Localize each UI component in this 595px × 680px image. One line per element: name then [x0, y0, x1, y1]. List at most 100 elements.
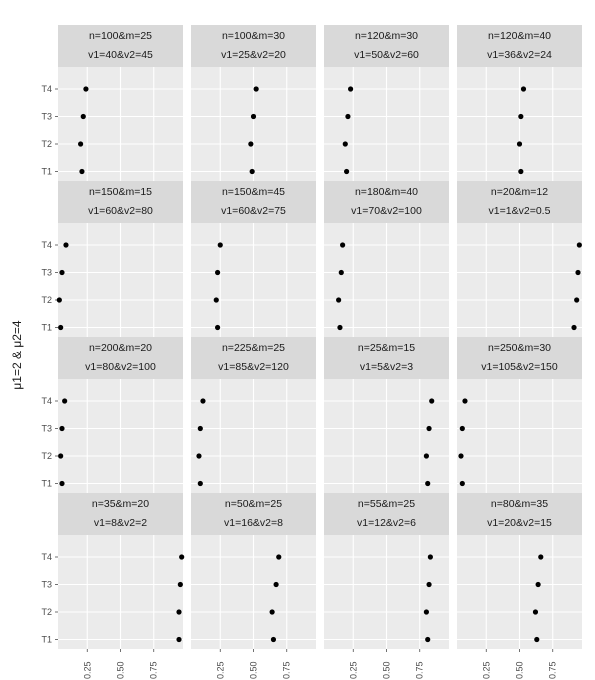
x-tick-label: 0.25 [348, 661, 358, 679]
y-tick-label: T1 [41, 323, 52, 333]
data-point [458, 453, 464, 459]
facet-strip-label: n=35&m=20 [92, 498, 149, 510]
facet-strip [58, 181, 183, 223]
data-point [576, 242, 582, 248]
data-point [426, 425, 432, 432]
facet-strip-label: v1=40&v2=45 [88, 49, 153, 61]
data-point [347, 86, 354, 92]
facet-strip-label: v1=12&v2=6 [357, 517, 416, 529]
y-tick-label: T2 [41, 451, 52, 461]
x-tick-label: 0.25 [215, 661, 225, 679]
y-tick-label: T2 [41, 295, 52, 305]
y-tick-label: T1 [41, 167, 52, 177]
facet-strip-label: n=225&m=25 [222, 342, 285, 354]
data-point [58, 324, 64, 331]
facet-strip-label: v1=60&v2=75 [221, 205, 286, 217]
facet-strip [457, 25, 582, 67]
facet-strip [58, 25, 183, 67]
data-point [459, 425, 465, 432]
facet-strip-label: n=25&m=15 [358, 342, 415, 354]
y-axis-title: μ1=2 & μ2=4 [10, 320, 24, 390]
facet-strip-label: n=20&m=12 [491, 186, 548, 198]
facet-strip-label: n=180&m=40 [355, 186, 418, 198]
data-point [574, 297, 580, 303]
x-tick-label: 0.75 [282, 661, 292, 679]
facet-strip [191, 25, 316, 67]
data-point [276, 554, 282, 560]
y-tick-label: T3 [41, 268, 52, 278]
data-point [342, 141, 348, 147]
facet-strip [457, 337, 582, 379]
data-point [83, 86, 89, 92]
facet-strip-label: n=100&m=30 [222, 30, 285, 42]
facet-panel: n=35&m=20 v1=8&v2=2 T1 T2 T3 T4 0.25 0.50 0.75 [41, 493, 185, 679]
data-point [80, 113, 86, 120]
facet-strip [324, 25, 449, 67]
facet-strip-label: n=80&m=35 [491, 498, 548, 510]
facet-panel: n=80&m=35 v1=20&v2=15 0.25 0.50 0.75 [457, 493, 582, 679]
data-point [538, 554, 544, 560]
facet-panel: n=150&m=15 v1=60&v2=80 T1 T2 T3 T4 [41, 181, 183, 337]
facet-strip [58, 493, 183, 535]
x-tick-label: 0.50 [515, 661, 525, 679]
y-tick-label: T2 [41, 139, 52, 149]
facet-strip-label: n=120&m=30 [355, 30, 418, 42]
y-tick-label: T4 [41, 396, 52, 406]
facet-strip-label: v1=5&v2=3 [360, 361, 413, 373]
facet-panel: n=100&m=30 v1=25&v2=20 [191, 25, 316, 181]
facet-panel: n=55&m=25 v1=12&v2=6 0.25 0.50 0.75 [324, 493, 449, 679]
data-point [179, 554, 185, 560]
data-point [253, 86, 259, 92]
facet-panel: n=180&m=40 v1=70&v2=100 [324, 181, 449, 337]
data-point [336, 297, 342, 303]
data-point [176, 636, 182, 643]
data-point [575, 269, 581, 276]
y-tick-label: T1 [41, 479, 52, 489]
facet-strip-label: v1=20&v2=15 [487, 517, 552, 529]
data-point [56, 297, 62, 303]
facet-panel: n=200&m=20 v1=80&v2=100 T1 T2 T3 T4 [41, 337, 183, 493]
y-tick-label: T2 [41, 607, 52, 617]
facet-strip-label: n=50&m=25 [225, 498, 282, 510]
facet-panel: n=25&m=15 v1=5&v2=3 [324, 337, 449, 493]
y-tick-label: T4 [41, 240, 52, 250]
facet-strip [191, 337, 316, 379]
data-point [269, 609, 275, 615]
data-point [534, 636, 540, 643]
data-point [59, 425, 65, 432]
facet-strip-label: v1=85&v2=120 [218, 361, 289, 373]
x-tick-label: 0.50 [382, 661, 392, 679]
data-point [249, 168, 255, 175]
data-point [337, 324, 343, 331]
data-point [176, 609, 182, 615]
data-point [197, 425, 203, 432]
data-point [518, 168, 524, 175]
facet-strip-label: n=100&m=25 [89, 30, 152, 42]
data-point [429, 398, 435, 404]
data-point [273, 581, 279, 588]
data-point [520, 86, 527, 92]
data-point [571, 324, 577, 331]
data-point [200, 398, 206, 404]
y-tick-label: T4 [41, 552, 52, 562]
data-point [214, 324, 221, 331]
data-point [426, 581, 432, 588]
data-point [58, 453, 64, 459]
facet-strip-label: n=200&m=20 [89, 342, 152, 354]
facet-strip-label: v1=50&v2=60 [354, 49, 419, 61]
data-point [518, 113, 524, 120]
data-point [459, 480, 465, 487]
data-point [462, 398, 468, 404]
data-point [217, 242, 223, 248]
x-tick-label: 0.75 [149, 661, 159, 679]
data-point [532, 609, 539, 615]
facet-strip-label: v1=16&v2=8 [224, 517, 283, 529]
data-point [425, 480, 431, 487]
data-point [423, 609, 429, 615]
data-point [423, 453, 429, 459]
data-point [344, 168, 350, 175]
data-point [427, 554, 433, 560]
data-point [213, 297, 219, 303]
facet-strip-label: n=250&m=30 [488, 342, 551, 354]
y-tick-label: T3 [41, 580, 52, 590]
